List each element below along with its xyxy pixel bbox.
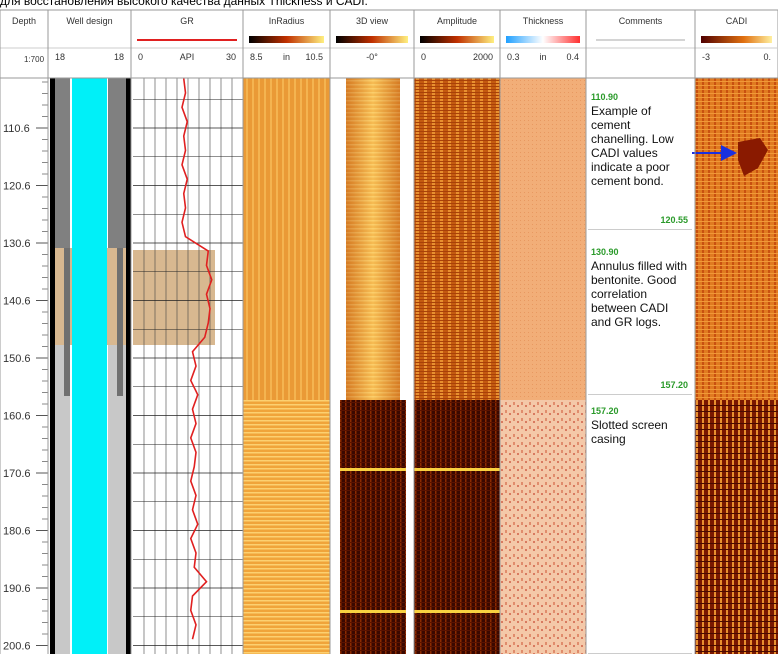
collar-band [414,610,500,613]
header-label: -0° [366,52,378,62]
depth-label: 190.6 [3,583,31,595]
header-title: Amplitude [437,16,477,26]
thick-top [500,78,586,400]
cadi-bottom [695,400,778,654]
caption: для восстановления высокого качества дан… [0,0,368,8]
depth-label: 180.6 [3,526,31,538]
header-label: 0.4 [566,52,579,62]
header-title: Well design [66,16,112,26]
bore [72,78,107,654]
thick-bottom [500,400,586,654]
header-label: 18 [114,52,124,62]
header-label: in [283,52,290,62]
inner-casing [64,248,70,396]
depth-label: 200.6 [3,641,31,653]
depth-label: 140.6 [3,296,31,308]
comment-depth-top: 130.90 [591,247,619,257]
cyl-bottom [340,400,406,654]
casing [126,78,131,654]
collar-band [340,468,406,471]
color-bar [701,36,772,43]
depth-label: 110.6 [3,123,30,135]
inradius-top [243,78,330,400]
header-title: Thickness [523,16,564,26]
header-title: InRadius [269,16,305,26]
cyl-top-lines [346,78,400,400]
amp-bottom [414,400,500,654]
comment-depth-top: 157.20 [591,406,619,416]
color-bar [420,36,494,43]
casing [50,78,55,654]
header-bg [0,9,778,79]
channel-patch [738,138,768,176]
header-label: 10.5 [305,52,323,62]
annulus-bottom [55,345,70,654]
header-title: 3D view [356,16,389,26]
header-label: 8.5 [250,52,263,62]
inradius-bottom [243,400,330,654]
header-label: API [180,52,195,62]
collar-band [414,468,500,471]
annulus-top [108,78,126,248]
gr-curve [181,78,213,640]
inner-casing [117,248,123,396]
header-label: 1:700 [24,55,45,64]
header-label: 0 [138,52,143,62]
comment-depth-bottom: 120.55 [660,215,688,225]
header-title: GR [180,16,194,26]
comment-box: 110.90 Example of cement chanelling. Low … [588,88,692,230]
header-label: 0 [421,52,426,62]
annulus-bottom [108,345,126,654]
header-label: 2000 [473,52,493,62]
depth-label: 170.6 [3,468,31,480]
color-bar [336,36,408,43]
header-title: Depth [12,16,36,26]
comment-box: 130.90 Annulus filled with bentonite. Goo… [588,243,692,395]
depth-label: 130.6 [3,238,31,250]
amp-top [414,78,500,400]
header-label: 30 [226,52,236,62]
comment-text: Slotted screen casing [591,418,668,446]
gr-tan [133,250,215,345]
cadi-top [695,78,778,400]
header-label: 0. [763,52,771,62]
comment-depth-top: 110.90 [591,92,619,102]
header-title: Comments [619,16,663,26]
header-label: 0.3 [507,52,520,62]
depth-label: 160.6 [3,411,31,423]
comment-box: 157.20 Slotted screen casing [588,402,692,654]
collar-band [340,610,406,613]
annulus-top [55,78,70,248]
color-bar [506,36,580,43]
comment-depth-bottom: 157.20 [660,380,688,390]
header-label: 18 [55,52,65,62]
header-label: in [539,52,546,62]
depth-label: 150.6 [3,353,31,365]
comment-text: Example of cement chanelling. Low CADI v… [591,104,674,188]
comment-text: Annulus filled with bentonite. Good corr… [591,259,688,329]
header-label: -3 [702,52,710,62]
header-title: CADI [726,16,748,26]
color-bar [249,36,324,43]
depth-label: 120.6 [3,181,31,193]
